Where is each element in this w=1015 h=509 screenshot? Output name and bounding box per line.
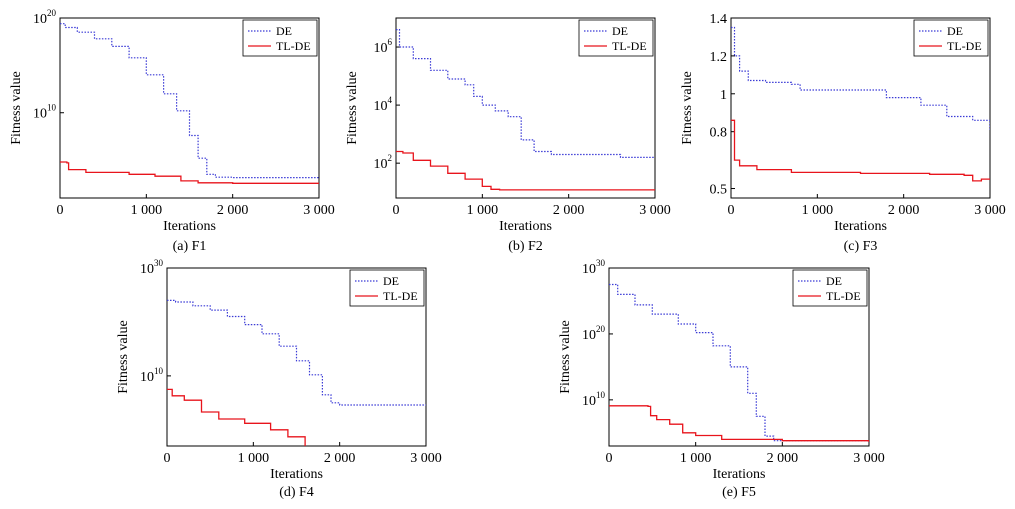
y-tick-label: 1030: [140, 258, 164, 277]
y-tick-label: 1010: [33, 103, 57, 122]
legend-label: DE: [612, 24, 628, 38]
x-axis-label: Iterations: [834, 219, 887, 234]
y-tick-label: 1010: [582, 390, 606, 409]
x-tick-label: 1 000: [680, 451, 712, 466]
plot-frame: [166, 267, 427, 447]
x-tick-label: 1 000: [131, 203, 163, 218]
legend-box: [578, 19, 654, 57]
legend-label: TL-DE: [383, 289, 418, 303]
series-line-tl-de: [609, 405, 869, 442]
panel-caption: (e) F5: [722, 485, 756, 500]
panel-caption: (b) F2: [508, 239, 543, 254]
x-axis-label: Iterations: [163, 219, 216, 234]
legend-label: DE: [947, 24, 963, 38]
x-tick-label: 0: [393, 203, 400, 218]
y-axis-label: Fitness value: [9, 71, 24, 145]
panel-caption: (c) F3: [844, 239, 878, 254]
x-tick-label: 0: [164, 451, 171, 466]
legend-box: [913, 19, 989, 57]
y-tick-label: 1010: [140, 366, 164, 385]
y-tick-label: 1030: [582, 258, 606, 277]
x-axis-label: Iterations: [499, 219, 552, 234]
plot-frame: [395, 17, 656, 199]
x-tick-label: 0: [57, 203, 64, 218]
plot-frame: [730, 17, 991, 199]
series-line-de: [731, 26, 990, 130]
x-tick-label: 2 000: [324, 451, 356, 466]
series-line-tl-de: [396, 150, 655, 191]
x-tick-label: 1 000: [802, 203, 834, 218]
y-tick-label: 104: [374, 95, 393, 114]
legend-box: [242, 19, 318, 57]
panel-caption: (a) F1: [173, 239, 207, 254]
y-tick-label: 0.5: [710, 183, 728, 198]
y-tick-label: 106: [374, 37, 393, 56]
legend-label: DE: [826, 274, 842, 288]
legend-label: TL-DE: [947, 39, 982, 53]
x-tick-label: 0: [728, 203, 735, 218]
legend-box: [349, 269, 425, 307]
legend-label: DE: [383, 274, 399, 288]
x-tick-label: 1 000: [467, 203, 499, 218]
series-line-de: [396, 29, 655, 158]
y-tick-label: 1.4: [710, 12, 728, 27]
x-tick-label: 3 000: [410, 451, 442, 466]
chart-panel-4: 0 1 000 2 000 3 000 1010 1030 Iterations Fitnes…: [116, 258, 442, 500]
legend-box: [792, 269, 868, 307]
legend-label: TL-DE: [612, 39, 647, 53]
series-line-de: [609, 283, 869, 442]
x-tick-label: 3 000: [853, 451, 885, 466]
x-tick-label: 2 000: [217, 203, 249, 218]
x-tick-label: 3 000: [974, 203, 1006, 218]
series-line-tl-de: [167, 388, 306, 446]
y-axis-label: Fitness value: [558, 320, 573, 394]
chart-panel-2: 0 1 000 2 000 3 000 102 104 106 Iterations Fitne…: [345, 17, 671, 254]
y-tick-label: 102: [374, 153, 393, 172]
y-axis-label: Fitness value: [345, 71, 360, 145]
chart-panel-3: 0 1 000 2 000 3 000 0.5 0.8 1 1.2 1.4 Iterations F…: [680, 12, 1006, 254]
x-tick-label: 2 000: [553, 203, 585, 218]
chart-panel-5: 0 1 000 2 000 3 000 1010 1020 1030 Iterations Fi…: [558, 258, 885, 500]
x-tick-label: 2 000: [767, 451, 799, 466]
y-axis-label: Fitness value: [680, 71, 695, 145]
y-tick-label: 1020: [582, 324, 606, 343]
x-tick-label: 3 000: [639, 203, 671, 218]
y-tick-label: 1020: [33, 8, 57, 27]
x-tick-label: 2 000: [888, 203, 920, 218]
y-axis-label: Fitness value: [116, 320, 131, 394]
legend-label: DE: [276, 24, 292, 38]
x-tick-label: 3 000: [303, 203, 335, 218]
panel-caption: (d) F4: [279, 485, 314, 500]
series-line-de: [167, 299, 426, 406]
chart-panel-1: 0 1 000 2 000 3 000 1010 1020 Iterations Fitnes…: [9, 8, 335, 254]
x-tick-label: 0: [606, 451, 613, 466]
series-line-tl-de: [60, 161, 319, 184]
legend-label: TL-DE: [826, 289, 861, 303]
plot-frame: [608, 267, 870, 447]
series-line-de: [60, 23, 319, 179]
series-line-tl-de: [731, 119, 990, 182]
x-axis-label: Iterations: [270, 467, 323, 482]
y-tick-label: 1: [720, 88, 727, 103]
y-tick-label: 0.8: [710, 126, 728, 141]
legend-label: TL-DE: [276, 39, 311, 53]
x-axis-label: Iterations: [713, 467, 766, 482]
plot-frame: [59, 17, 320, 199]
y-tick-label: 1.2: [710, 50, 728, 65]
x-tick-label: 1 000: [238, 451, 270, 466]
